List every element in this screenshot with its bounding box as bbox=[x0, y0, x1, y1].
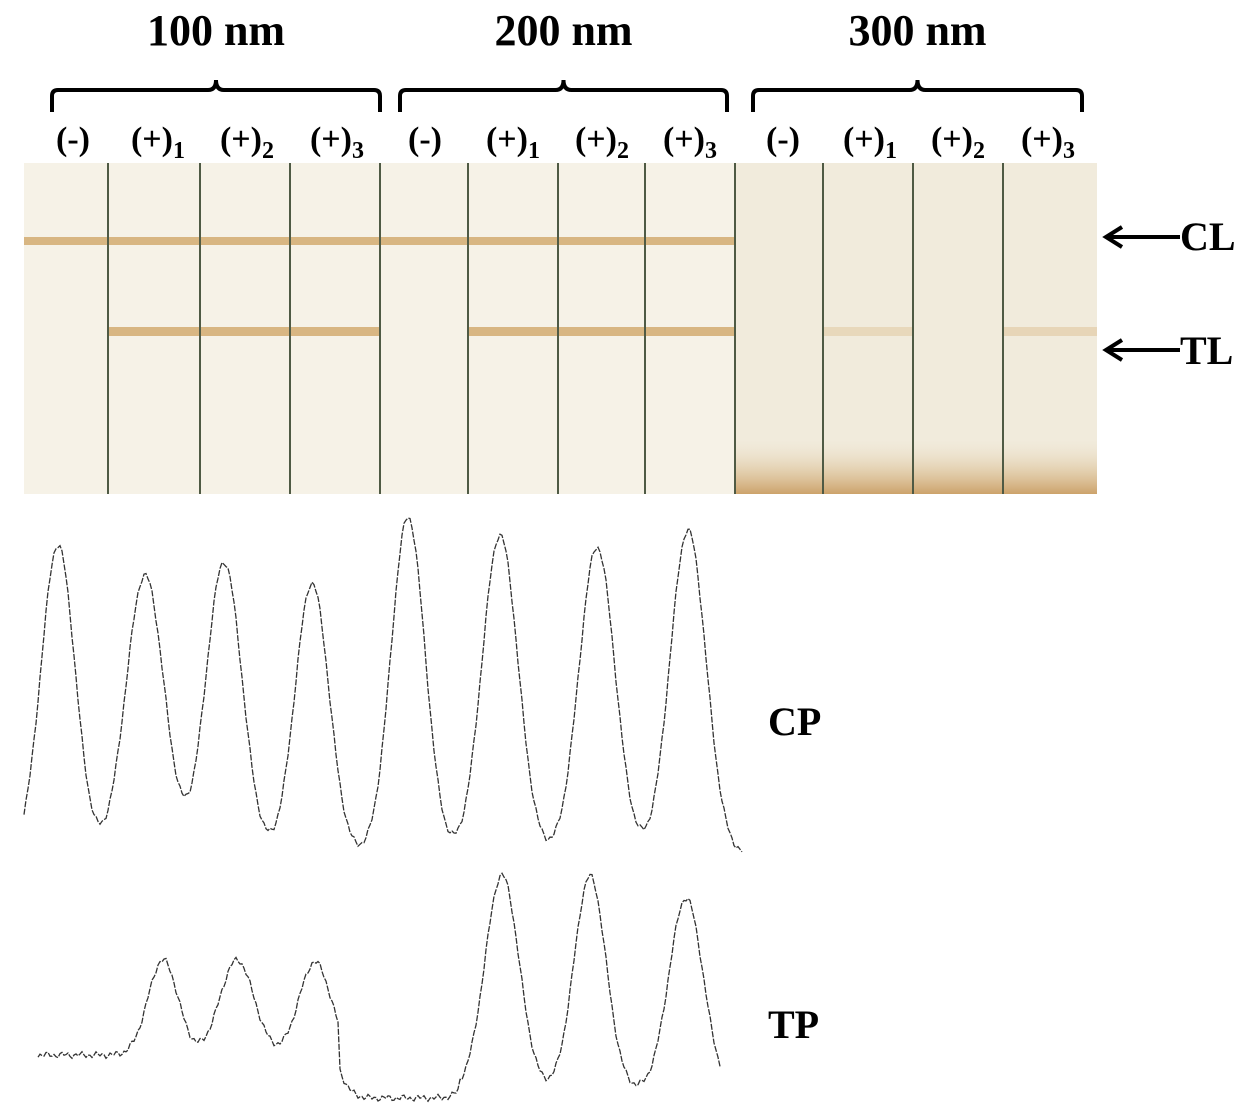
lane-sign: (+) bbox=[220, 121, 262, 158]
cl-label: CL bbox=[1180, 214, 1236, 259]
test-profile bbox=[37, 872, 721, 1103]
lane-sign: (+) bbox=[131, 121, 173, 158]
strip-photo bbox=[24, 163, 1097, 494]
control-line bbox=[24, 237, 108, 245]
control-line bbox=[290, 237, 380, 245]
lane-subscript: 2 bbox=[617, 138, 629, 164]
lane-label: (+)2 bbox=[575, 121, 629, 164]
stain bbox=[823, 440, 913, 494]
lane-sign: (+) bbox=[663, 121, 705, 158]
lane-subscript: 2 bbox=[973, 138, 985, 164]
lane-sign: (-) bbox=[408, 121, 442, 158]
lane-label: (-) bbox=[56, 121, 90, 158]
tl-label: TL bbox=[1180, 328, 1233, 373]
lane-subscript: 1 bbox=[528, 138, 540, 164]
test-line bbox=[1003, 327, 1097, 336]
strip bbox=[380, 163, 468, 494]
lane-label: (-) bbox=[408, 121, 442, 158]
control-profile bbox=[23, 517, 743, 853]
lane-sign: (-) bbox=[56, 121, 90, 158]
lane-sign: (+) bbox=[486, 121, 528, 158]
group-label: 100 nm bbox=[147, 6, 285, 55]
test-line bbox=[558, 327, 645, 336]
control-line bbox=[468, 237, 558, 245]
lane-label: (-) bbox=[766, 121, 800, 158]
test-line bbox=[200, 327, 290, 336]
control-line bbox=[558, 237, 645, 245]
test-line bbox=[823, 327, 913, 336]
lane-subscript: 1 bbox=[173, 138, 185, 164]
lane-subscript: 2 bbox=[262, 138, 274, 164]
profiles bbox=[23, 517, 743, 1103]
lane-label: (+)1 bbox=[131, 121, 185, 164]
stain bbox=[735, 440, 823, 494]
stain bbox=[913, 440, 1003, 494]
lane-subscript: 3 bbox=[352, 138, 364, 164]
lane-label: (+)1 bbox=[486, 121, 540, 164]
strip bbox=[1003, 163, 1097, 494]
lane-label: (+)2 bbox=[220, 121, 274, 164]
bracket bbox=[751, 79, 1084, 112]
lane-subscript: 3 bbox=[1063, 138, 1075, 164]
arrow-head bbox=[1102, 338, 1124, 362]
strip bbox=[24, 163, 108, 494]
lane-sign: (+) bbox=[310, 121, 352, 158]
bracket bbox=[398, 79, 729, 112]
lane-sign: (-) bbox=[766, 121, 800, 158]
stain bbox=[1003, 440, 1097, 494]
arrows bbox=[1102, 225, 1180, 362]
arrow-head bbox=[1102, 225, 1124, 249]
strip bbox=[913, 163, 1003, 494]
test-line bbox=[290, 327, 380, 336]
lane-sign: (+) bbox=[843, 121, 885, 158]
lane-subscript: 3 bbox=[705, 138, 717, 164]
lane-label: (+)2 bbox=[931, 121, 985, 164]
control-line bbox=[380, 237, 468, 245]
lane-sign: (+) bbox=[575, 121, 617, 158]
group-label: 300 nm bbox=[848, 6, 986, 55]
test-line bbox=[468, 327, 558, 336]
control-line bbox=[200, 237, 290, 245]
test-line bbox=[645, 327, 735, 336]
lane-label: (+)3 bbox=[310, 121, 364, 164]
tp-label: TP bbox=[768, 1002, 819, 1047]
lane-label: (+)3 bbox=[1021, 121, 1075, 164]
lane-subscript: 1 bbox=[885, 138, 897, 164]
cp-label: CP bbox=[768, 699, 821, 744]
lane-label: (+)3 bbox=[663, 121, 717, 164]
control-line bbox=[645, 237, 735, 245]
control-line bbox=[108, 237, 200, 245]
test-line bbox=[108, 327, 200, 336]
lane-sign: (+) bbox=[1021, 121, 1063, 158]
lane-sign: (+) bbox=[931, 121, 973, 158]
bracket bbox=[50, 79, 382, 112]
strip bbox=[823, 163, 913, 494]
group-label: 200 nm bbox=[494, 6, 632, 55]
strip bbox=[735, 163, 823, 494]
lane-label: (+)1 bbox=[843, 121, 897, 164]
